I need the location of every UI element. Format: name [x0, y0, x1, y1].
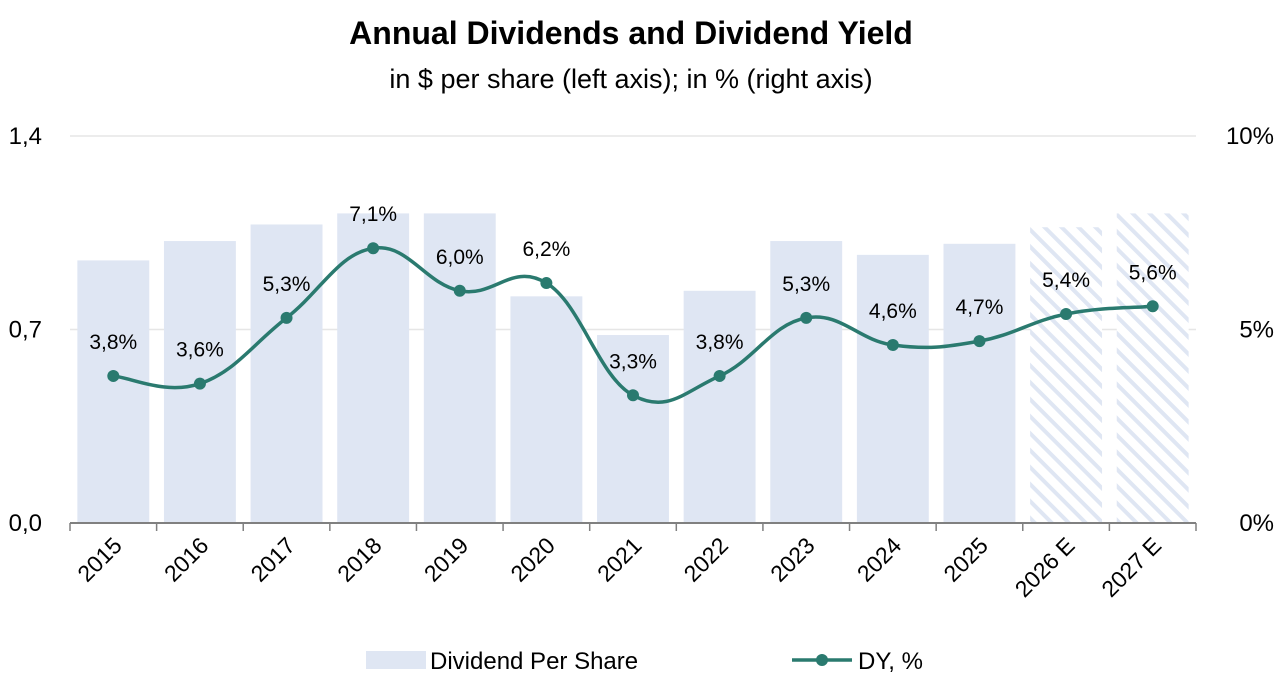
dy-data-label: 4,6% — [869, 300, 917, 323]
x-axis-label: 2018 — [332, 532, 387, 587]
legend-swatch-dividend — [366, 651, 426, 669]
bar-2018 — [337, 213, 410, 523]
bar-2022 — [683, 290, 756, 523]
bar-2024 — [856, 254, 929, 523]
dy-data-label: 5,3% — [263, 273, 311, 296]
dy-data-label: 5,4% — [1042, 269, 1090, 292]
dy-data-label: 3,8% — [696, 331, 744, 354]
legend: Dividend Per Share DY, % — [366, 648, 923, 675]
right-axis-tick-label: 0% — [1239, 510, 1274, 537]
x-axis-label: 2021 — [592, 532, 647, 587]
bar-2023 — [770, 241, 843, 524]
bar-2020 — [510, 296, 583, 523]
dy-data-label: 3,6% — [176, 339, 224, 362]
dy-data-label: 3,8% — [89, 331, 137, 354]
chart-title: Annual Dividends and Dividend Yield — [349, 15, 913, 51]
dy-point-2018 — [367, 242, 380, 255]
x-axis-label: 2026 E — [1010, 532, 1080, 602]
bar-2025 — [943, 243, 1016, 524]
x-axis-label: 2016 — [159, 532, 214, 587]
dy-point-2023 — [800, 311, 813, 324]
left-axis-tick-label: 0,0 — [9, 510, 42, 537]
bar-2026-e — [1030, 227, 1103, 523]
bar-2019 — [423, 213, 496, 523]
x-tick-marks — [69, 523, 1197, 531]
dy-point-2022 — [713, 369, 726, 382]
right-axis-tick-label: 10% — [1226, 123, 1274, 150]
left-axis-tick-label: 1,4 — [9, 123, 42, 150]
dy-data-label: 4,7% — [956, 296, 1004, 319]
dy-data-label: 5,3% — [782, 273, 830, 296]
legend-label-dy: DY, % — [858, 648, 923, 675]
x-axis-label: 2025 — [938, 532, 993, 587]
dy-point-2021 — [627, 389, 639, 402]
right-axis-ticks: 0% 5% 10% — [1226, 123, 1274, 537]
x-axis-label: 2022 — [679, 532, 734, 587]
dy-point-2024 — [886, 338, 899, 351]
dy-point-2016 — [193, 377, 206, 390]
bar-2015 — [77, 260, 150, 523]
bar-series — [77, 213, 1189, 524]
dy-point-2019 — [453, 284, 466, 297]
bar-2017 — [250, 224, 323, 523]
bar-2021 — [597, 335, 669, 523]
dy-data-label: 6,2% — [522, 238, 570, 261]
x-axis-label: 2023 — [765, 532, 820, 587]
dy-data-labels: 3,8% 3,6% 5,3% 7,1% 6,0% 6,2% 3,3% 3,8% 5,3% 4,6%… — [89, 203, 1176, 373]
dy-data-label: 5,6% — [1129, 261, 1177, 284]
x-axis-label: 2019 — [419, 532, 474, 587]
left-axis-ticks: 0,0 0,7 1,4 — [9, 123, 42, 537]
dy-point-2020 — [540, 277, 553, 290]
x-axis-label: 2020 — [505, 532, 560, 587]
x-axis-label: 2015 — [72, 532, 127, 587]
legend-label-dividend: Dividend Per Share — [430, 648, 638, 675]
dy-point-2025 — [973, 335, 986, 348]
dy-point-2015 — [107, 369, 120, 382]
dy-point-2017 — [280, 311, 293, 324]
right-axis-tick-label: 5% — [1239, 317, 1274, 344]
gridlines — [70, 135, 1196, 331]
dy-data-label: 3,3% — [609, 350, 657, 373]
bar-2027-e — [1116, 213, 1189, 523]
x-axis-label: 2024 — [852, 532, 907, 587]
dy-point-2026-e — [1060, 308, 1073, 321]
dy-data-label: 7,1% — [349, 203, 397, 226]
x-axis-label: 2017 — [246, 532, 301, 587]
dy-points — [107, 242, 1159, 402]
left-axis-tick-label: 0,7 — [9, 317, 42, 344]
legend-swatch-dy-marker — [816, 654, 828, 666]
x-axis-label: 2027 E — [1096, 532, 1166, 602]
chart-subtitle: in $ per share (left axis); in % (right … — [389, 64, 872, 94]
x-axis-labels: 2015 2016 2017 2018 2019 2020 2021 2022 2023 2024… — [72, 532, 1166, 602]
dy-point-2027-e — [1146, 300, 1159, 313]
dy-data-label: 6,0% — [436, 246, 484, 269]
